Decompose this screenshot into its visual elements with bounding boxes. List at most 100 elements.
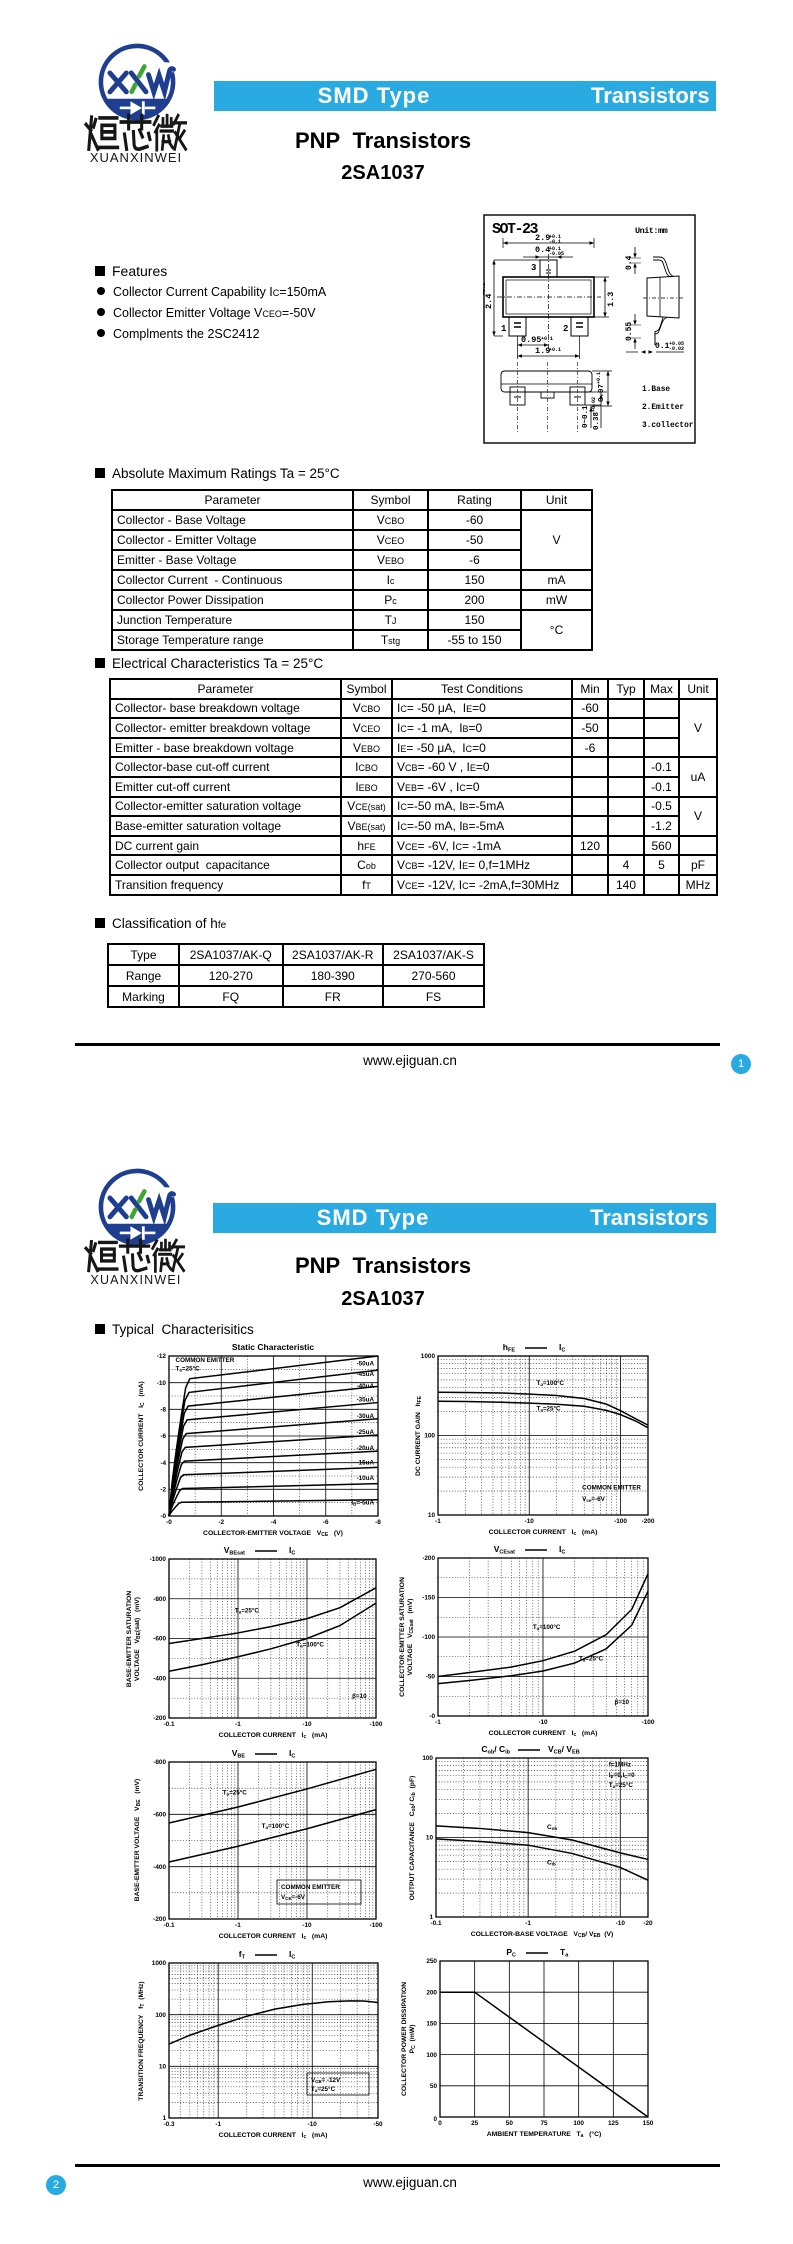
svg-text:-6: -6 [323, 1519, 329, 1526]
svg-text:-4: -4 [160, 1460, 166, 1467]
svg-text:-10: -10 [302, 1922, 312, 1929]
svg-text:-15uA: -15uA [357, 1460, 375, 1467]
svg-text:-35uA: -35uA [357, 1396, 375, 1403]
svg-text:-1: -1 [525, 1920, 531, 1927]
svg-text:-800: -800 [153, 1596, 166, 1603]
svg-text:-8: -8 [160, 1407, 166, 1414]
svg-text:0.4: 0.4 [535, 245, 550, 255]
svg-text:10: 10 [159, 2064, 167, 2071]
svg-text:10: 10 [428, 1512, 436, 1519]
svg-text:-100: -100 [370, 1922, 383, 1929]
svg-text:Ta=100°C: Ta=100°C [262, 1822, 290, 1830]
svg-text:-800: -800 [153, 1759, 166, 1766]
svg-text:VCE= -12V: VCE= -12V [311, 2077, 341, 2084]
svg-text:-200: -200 [422, 1555, 435, 1562]
svg-text:COLLECTOR CURRENT Ic (mA): COLLECTOR CURRENT Ic (mA) [219, 2132, 328, 2140]
svg-text:COMMON EMITTER: COMMON EMITTER [582, 1484, 641, 1491]
svg-text:VCB/ VEB: VCB/ VEB [548, 1744, 580, 1756]
svg-text:Ta: Ta [560, 1947, 569, 1959]
svg-text:-0.3: -0.3 [163, 2121, 174, 2128]
svg-text:COLLECTOR-EMITTER SATURATION: COLLECTOR-EMITTER SATURATION [399, 1577, 406, 1697]
svg-text:Ta=100°C: Ta=100°C [536, 1379, 564, 1387]
svg-text:1: 1 [501, 324, 507, 334]
svg-text:-400: -400 [153, 1675, 166, 1682]
svg-text:Unit:mm: Unit:mm [635, 226, 668, 236]
svg-text:3: 3 [531, 263, 536, 273]
svg-text:0.4: 0.4 [625, 255, 634, 270]
svg-text:-1: -1 [215, 2121, 221, 2128]
svg-text:VOLTAGE VBE(sat) (mV): VOLTAGE VBE(sat) (mV) [134, 1597, 142, 1681]
svg-text:VCEsat: VCEsat [494, 1544, 515, 1556]
svg-text:-0: -0 [429, 1713, 435, 1720]
svg-text:Ta=25°C: Ta=25°C [609, 1781, 634, 1789]
svg-text:+0.05: +0.05 [669, 341, 684, 347]
svg-text:-100: -100 [642, 1719, 655, 1726]
svg-text:0.38: 0.38 [593, 411, 601, 430]
svg-text:-1000: -1000 [150, 1556, 167, 1563]
svg-text:1.Base: 1.Base [642, 386, 670, 394]
svg-text:COLLECTOR CURRENT Ic (mA): COLLECTOR CURRENT Ic (mA) [219, 1732, 328, 1740]
svg-text:25: 25 [471, 2120, 479, 2127]
svg-text:+0.02: +0.02 [591, 397, 597, 412]
svg-text:Cob/ Cib: Cob/ Cib [481, 1744, 510, 1756]
svg-text:-1: -1 [435, 1518, 441, 1525]
svg-text:Ta=25°C: Ta=25°C [311, 2085, 336, 2093]
svg-text:-12: -12 [157, 1353, 167, 1360]
svg-text:1.3: 1.3 [606, 292, 616, 307]
svg-text:-25uA: -25uA [357, 1429, 375, 1436]
svg-text:-20uA: -20uA [357, 1445, 375, 1452]
svg-text:0: 0 [438, 2120, 442, 2127]
svg-text:+0.1: +0.1 [549, 347, 561, 353]
svg-text:IC: IC [289, 1748, 295, 1760]
svg-text:OUTPUT CAPACITANCE Cob/ Cib: OUTPUT CAPACITANCE Cob/ Cib (pF) [409, 1776, 417, 1901]
svg-text:COLLCETOR CURRENT Ic (mA): COLLCETOR CURRENT Ic (mA) [219, 1933, 328, 1941]
svg-text:-30uA: -30uA [357, 1413, 375, 1420]
svg-text:3.collector: 3.collector [642, 422, 694, 430]
svg-text:fT: fT [239, 1949, 246, 1961]
svg-text:+0.1: +0.1 [549, 246, 561, 252]
svg-text:-200: -200 [153, 1715, 166, 1722]
svg-text:-10: -10 [616, 1920, 626, 1927]
svg-text:0.95: 0.95 [521, 335, 541, 345]
svg-text:0.55: 0.55 [625, 322, 634, 341]
svg-text:+0.1: +0.1 [549, 234, 561, 240]
svg-text:-600: -600 [153, 1636, 166, 1643]
svg-text:TRANSITION FREQUENCY fT (MH: TRANSITION FREQUENCY fT (MHz) [138, 1981, 146, 2100]
svg-text:hFE: hFE [503, 1342, 516, 1354]
svg-text:COLLECTOR CURRENT IC (mA): COLLECTOR CURRENT IC (mA) [138, 1381, 146, 1491]
svg-text:f=1MHz: f=1MHz [609, 1762, 631, 1769]
svg-text:150: 150 [643, 2120, 654, 2127]
svg-text:-0.02: -0.02 [669, 346, 684, 352]
svg-text:1000: 1000 [152, 1960, 167, 1967]
svg-text:-10uA: -10uA [357, 1475, 375, 1482]
svg-text:COLLECTOR POWER DISSIPATION: COLLECTOR POWER DISSIPATION [401, 1982, 408, 2096]
svg-text:BASE-EMITTER SATURATION: BASE-EMITTER SATURATION [126, 1591, 133, 1688]
svg-text:β=10: β=10 [352, 1693, 367, 1700]
svg-text:1000: 1000 [421, 1353, 436, 1360]
svg-text:-40uA: -40uA [357, 1383, 375, 1390]
svg-text:125: 125 [608, 2120, 619, 2127]
svg-text:-2: -2 [218, 1519, 224, 1526]
svg-text:IC: IC [559, 1544, 565, 1556]
svg-text:-100: -100 [422, 1634, 435, 1641]
svg-text:250: 250 [426, 1958, 437, 1965]
svg-text:-2: -2 [160, 1487, 166, 1494]
svg-text:-600: -600 [153, 1812, 166, 1819]
svg-text:Cib: Cib [547, 1859, 556, 1866]
svg-text:-200: -200 [153, 1916, 166, 1923]
svg-text:2.Emitter: 2.Emitter [642, 404, 684, 412]
svg-text:-150: -150 [422, 1595, 435, 1602]
svg-text:COMMON EMITTER: COMMON EMITTER [281, 1884, 340, 1891]
svg-text:Ta=100°C: Ta=100°C [533, 1623, 561, 1631]
svg-text:-8: -8 [375, 1519, 381, 1526]
svg-text:Ta=25°C: Ta=25°C [223, 1788, 248, 1796]
svg-text:75: 75 [540, 2120, 548, 2127]
svg-text:-1: -1 [235, 1922, 241, 1929]
svg-text:COMMON EMITTER: COMMON EMITTER [176, 1357, 235, 1364]
svg-text:Ta=25°C: Ta=25°C [579, 1655, 604, 1663]
svg-text:COLLECTOR CURRENT Ic (mA): COLLECTOR CURRENT Ic (mA) [489, 1529, 598, 1537]
svg-text:50: 50 [430, 2083, 438, 2090]
svg-text:PC (mW): PC (mW) [409, 2025, 417, 2054]
svg-text:IE=0,IC=0: IE=0,IC=0 [609, 1772, 635, 1779]
svg-text:-50: -50 [426, 1674, 436, 1681]
